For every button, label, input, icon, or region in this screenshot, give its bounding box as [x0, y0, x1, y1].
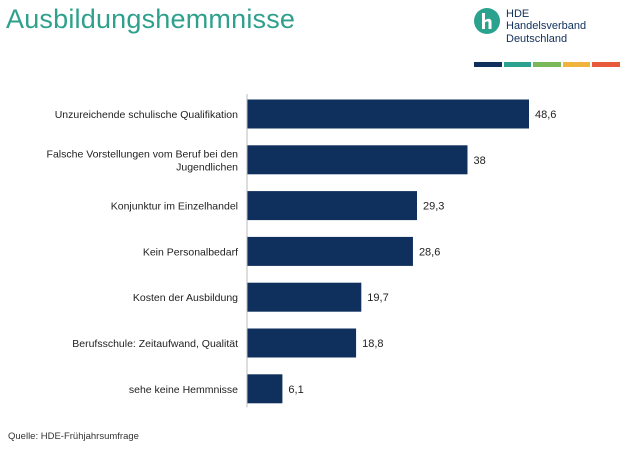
brand-stripe-5 [592, 62, 620, 67]
bar-7 [247, 374, 283, 404]
hde-logo-mark-icon [474, 8, 500, 34]
category-label-3: Konjunktur im Einzelhandel [111, 201, 238, 213]
hde-logo: HDE Handelsverband Deutschland [474, 8, 620, 68]
bar-1 [247, 99, 529, 129]
page-title: Ausbildungshemmnisse [6, 4, 296, 34]
value-label-2: 38 [473, 155, 485, 167]
brand-stripe-4 [562, 62, 591, 67]
value-label-7: 6,1 [288, 384, 303, 396]
brand-stripes [474, 62, 620, 67]
bar-2 [247, 145, 468, 175]
logo-line2: Deutschland [506, 32, 568, 45]
category-label-4: Kein Personalbedarf [143, 246, 238, 258]
category-label-1: Unzureichende schulische Qualifikation [55, 109, 238, 121]
bar-5 [247, 282, 362, 312]
logo-text: HDE Handelsverband Deutschland [506, 8, 586, 45]
bar-3 [247, 191, 418, 221]
value-label-3: 29,3 [423, 201, 444, 213]
category-label-2: Falsche Vorstellungen vom Beruf bei den J… [47, 148, 239, 173]
value-label-5: 19,7 [367, 292, 388, 304]
category-label-7: sehe keine Hemmnisse [129, 384, 238, 396]
category-label-5: Kosten der Ausbildung [133, 292, 238, 304]
logo-abbr: HDE [506, 8, 530, 20]
bar-chart: 48,6 Unzureichende schulische Qualifikati… [47, 94, 556, 408]
value-label-4: 28,6 [419, 246, 440, 258]
brand-stripe-2 [503, 62, 532, 67]
source-note: Quelle: HDE-Frühjahrsumfrage [8, 431, 139, 442]
value-label-1: 48,6 [535, 109, 556, 121]
category-label-6: Berufsschule: Zeitaufwand, Qualität [72, 338, 238, 350]
bar-6 [247, 328, 357, 358]
bar-4 [247, 236, 413, 266]
brand-stripe-1 [474, 62, 502, 67]
logo-h-glyph-icon [482, 13, 492, 29]
brand-stripe-3 [533, 62, 561, 67]
logo-line1: Handelsverband [506, 20, 587, 32]
value-label-6: 18,8 [362, 338, 383, 350]
